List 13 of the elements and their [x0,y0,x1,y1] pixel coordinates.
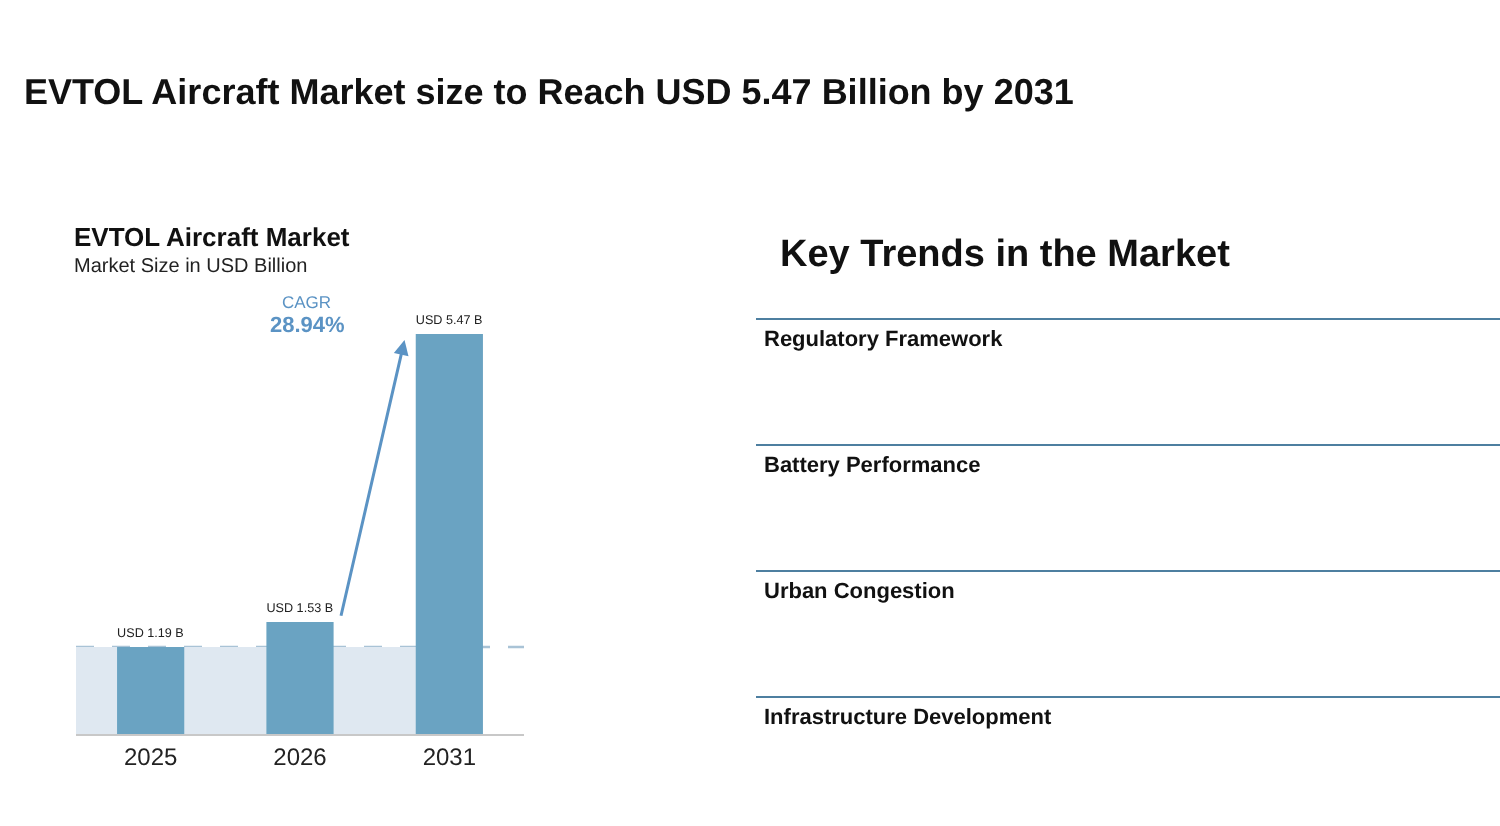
text: Urban Congestion [764,580,955,604]
text: Regulatory Framework [764,328,1003,352]
text: CAGR [282,292,332,312]
text: Battery Performance [764,454,981,478]
x-tick-label: 2026 [273,743,328,772]
x-tick-label: 2025 [123,743,178,772]
chart-title: EVTOL Aircraft Market [74,222,350,252]
text: EVTOL Aircraft Market size to Reach USD 5.47 Billion by 2031 [24,72,1074,114]
chart-subtitle: Market Size in USD Billion [74,256,308,278]
text: Infrastructure Development [764,706,1052,730]
text: Key Trends in the Market [780,234,1230,278]
x-tick-label: 2031 [422,743,477,772]
annotation: 28.94% [270,314,346,338]
